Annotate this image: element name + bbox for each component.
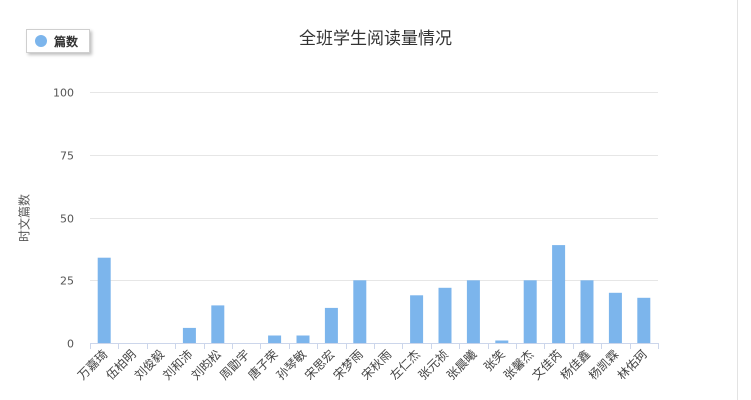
bar[interactable]: [523, 280, 537, 344]
x-tick-label: 宋梦雨: [330, 347, 366, 383]
bar[interactable]: [466, 280, 480, 344]
legend-marker-icon: [35, 35, 47, 47]
chart-title: 全班学生阅读量情况: [299, 29, 452, 49]
bar[interactable]: [182, 327, 196, 343]
bar[interactable]: [580, 280, 594, 344]
x-tick-label: 孙琴敏: [273, 347, 309, 383]
y-tick-label: 25: [60, 275, 74, 288]
bar[interactable]: [637, 297, 651, 343]
divider: [737, 0, 738, 400]
x-tick-label: 杨凯霖: [585, 347, 621, 383]
bar[interactable]: [353, 280, 367, 344]
x-tick-label: 文佳芮: [529, 347, 565, 383]
y-tick-label: 50: [60, 213, 74, 226]
y-tick-label: 100: [53, 87, 74, 100]
x-tick-label: 周勖宇: [217, 347, 252, 382]
legend[interactable]: 篇数: [26, 29, 90, 53]
x-tick-label: 左仁杰: [387, 347, 423, 383]
x-tick-label: 唐子荣: [245, 347, 281, 383]
x-tick-label: 万嘉琦: [75, 347, 110, 382]
y-tick-label: 0: [67, 338, 74, 351]
bar[interactable]: [268, 335, 282, 344]
bar[interactable]: [211, 305, 225, 343]
bar[interactable]: [608, 292, 622, 343]
bar[interactable]: [97, 257, 111, 343]
x-tick-label: 杨佳鑫: [557, 347, 593, 383]
x-tick-label: 刘昀松: [189, 347, 224, 382]
bar[interactable]: [324, 307, 338, 343]
x-tick-label: 张晨曦: [444, 347, 479, 382]
x-tick-label: 张馨杰: [500, 347, 536, 383]
x-tick-label: 张元祯: [416, 347, 451, 382]
legend-label: 篇数: [54, 34, 79, 49]
bar[interactable]: [552, 245, 566, 343]
bar[interactable]: [296, 335, 310, 344]
y-tick-label: 75: [60, 150, 74, 163]
x-tick-label: 宋秋雨: [358, 347, 394, 383]
bar[interactable]: [438, 287, 452, 343]
x-tick-label: 宋思宏: [301, 347, 337, 383]
x-tick-label: 伍柏明: [103, 347, 139, 383]
bar[interactable]: [495, 340, 509, 344]
bar[interactable]: [410, 295, 424, 343]
x-tick-label: 刘俊毅: [131, 347, 167, 383]
x-tick-label: 林佑珂: [615, 347, 650, 382]
x-tick-label: 刘和沛: [160, 347, 195, 382]
